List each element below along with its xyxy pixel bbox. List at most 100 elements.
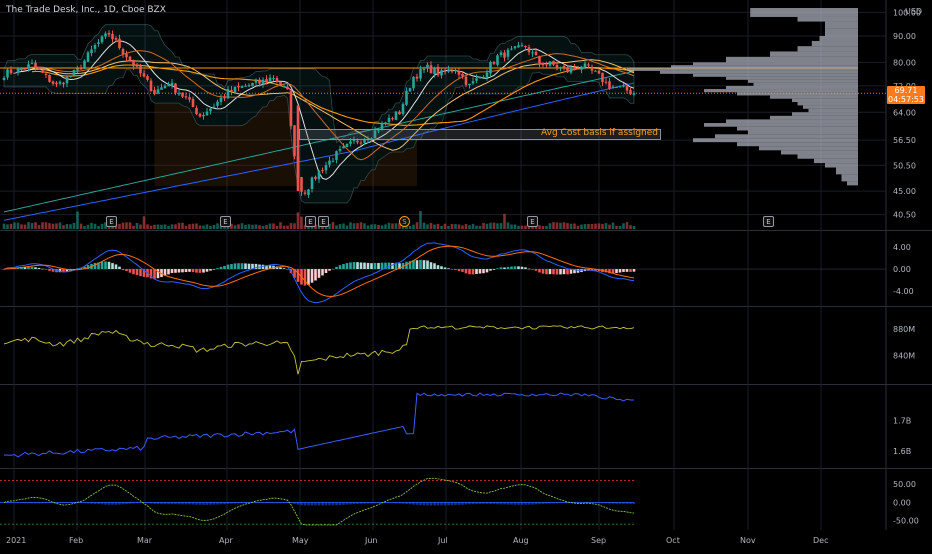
candle-body [233,86,237,93]
candle-body [48,75,51,82]
oscillator-bar [608,502,611,504]
volume-bar [251,224,254,229]
candle-body [191,99,195,107]
oscillator-bar [478,502,482,504]
volume-bar [135,222,139,229]
oscillator-bar [576,502,580,503]
earnings-marker[interactable]: E [318,216,329,227]
candle-body [594,70,597,72]
candle-body [205,111,209,116]
macd-histogram-bar [41,268,44,270]
candle-body [629,90,632,95]
earnings-marker[interactable]: E [220,216,231,227]
macd-histogram-bar [34,267,37,270]
split-marker[interactable]: S [399,216,410,227]
oscillator-bar [555,502,559,504]
moving-average-long [3,70,635,213]
time-tick-label: Sep [591,536,606,545]
macd-histogram-bar [534,269,538,271]
candle-body [160,87,163,90]
symbol-legend[interactable]: The Trade Desk, Inc., 1D, Cboe BZX [6,5,166,15]
candle-body [401,103,405,115]
earnings-marker[interactable]: E [763,216,774,227]
volume-bar [587,223,590,229]
volume-bar [555,222,559,229]
candle-body [622,85,625,87]
macd-histogram-bar [244,263,247,270]
oscillator-bar [83,502,86,504]
oscillator-bar [559,502,562,504]
macd-histogram-bar [202,269,205,273]
macd-histogram-bar [51,269,55,272]
oscillator-bar [286,502,289,504]
volume-profile-bar [715,134,858,139]
candle-body [156,89,160,94]
volume-profile-bar [748,130,858,135]
candle-body [30,63,34,65]
volume-bar [562,222,566,229]
candle-body [167,85,170,87]
cost-basis-zone[interactable]: Avg Cost basis if assigned [299,128,661,140]
oscillator-bar [104,502,107,505]
volume-bar [9,223,13,229]
macd-histogram-bar [471,269,475,275]
oscillator-bar [566,502,569,503]
macd-histogram-bar [268,265,272,270]
macd-histogram-bar [223,265,226,270]
volume-profile-bar [704,123,858,127]
macd-histogram-bar [454,269,457,270]
oscillator-bar [426,502,429,506]
candle-body [198,113,202,117]
candle-body [573,67,576,69]
macd-histogram-bar [328,269,331,271]
volume-bar [377,224,380,229]
oscillator-bar [356,502,359,504]
oscillator-bar [485,502,489,504]
macd-histogram-bar [125,269,128,272]
volume-bar [573,223,576,229]
volume-bar [240,223,244,229]
candle-body [258,79,261,84]
oscillator-bar [118,502,121,505]
candle-body [6,69,9,78]
macd-histogram-bar [461,269,464,272]
candle-body [293,125,296,157]
candle-body [104,33,107,37]
oscillator-bar [202,502,205,505]
oscillator-bar [594,502,597,504]
candle-body [34,62,37,68]
macd-histogram-bar [625,269,629,272]
volume-bar [513,224,517,229]
oscillator-bar [188,502,191,505]
macd-histogram-bar [569,269,573,274]
candle-body [174,83,177,93]
candle-body [450,70,454,72]
volume-profile-bar [841,174,858,182]
indicator-tick-label: 880M [893,325,915,334]
macd-histogram-bar [265,265,268,270]
earnings-marker[interactable]: E [527,216,538,227]
volume-bar [475,225,478,229]
earnings-marker[interactable]: E [106,216,117,227]
macd-histogram-bar [209,269,212,271]
oscillator-bar [177,502,181,505]
oscillator-bar [632,502,636,505]
volume-profile-bar [825,28,858,37]
volume-bar [429,222,433,229]
candle-body [69,76,72,78]
oscillator-bar [464,502,468,505]
macd-histogram-bar [412,260,415,270]
volume-bar [394,223,398,229]
macd-histogram-bar [548,269,552,275]
earnings-marker[interactable]: E [305,216,316,227]
volume-bar [51,223,55,229]
volume-bar [618,225,622,229]
oscillator-bar [604,502,608,504]
macd-histogram-bar [97,262,100,270]
oscillator-bar [289,502,293,504]
volume-bar [538,225,541,229]
candle-body [436,66,440,75]
macd-histogram-bar [618,269,622,273]
